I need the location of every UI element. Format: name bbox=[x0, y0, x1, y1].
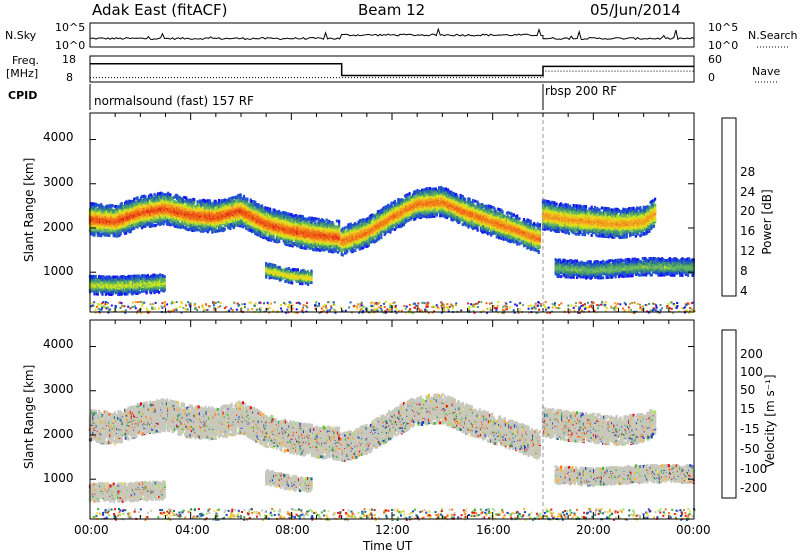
xtick-5: 20:00 bbox=[576, 524, 611, 536]
power-cbar-tick-20: 20 bbox=[740, 205, 755, 217]
power-ytick-2000: 2000 bbox=[43, 221, 74, 233]
date-title: 05/Jun/2014 bbox=[590, 3, 681, 18]
beam-title: Beam 12 bbox=[358, 3, 425, 18]
xtick-2: 08:00 bbox=[275, 524, 310, 536]
vel-ytick-1000: 1000 bbox=[43, 472, 74, 484]
xtick-3: 12:00 bbox=[375, 524, 410, 536]
nsky-tick-lo: 10^0 bbox=[55, 40, 85, 51]
nsearch-tick-lo: 10^0 bbox=[708, 40, 738, 51]
nsky-label: N.Sky bbox=[5, 30, 36, 41]
vel-cbar-tick-m100: -100 bbox=[740, 463, 767, 475]
vel-cbar-tick-100: 100 bbox=[740, 366, 763, 378]
vel-ytick-3000: 3000 bbox=[43, 383, 74, 395]
freq-strip-frame bbox=[89, 55, 695, 83]
nsky-tick-hi: 10^5 bbox=[55, 22, 85, 33]
power-ytick-3000: 3000 bbox=[43, 176, 74, 188]
nave-tick-hi: 60 bbox=[708, 54, 722, 65]
station-title: Adak East (fitACF) bbox=[92, 3, 227, 18]
cpid-label: CPID bbox=[8, 90, 37, 101]
vel-ytick-4000: 4000 bbox=[43, 338, 74, 350]
vel-cbar-tick-m15: -15 bbox=[740, 423, 760, 435]
vel-cbar-tick-m50: -50 bbox=[740, 443, 760, 455]
nave-label: Nave bbox=[752, 66, 780, 77]
vel-cbar-tick-15: 15 bbox=[740, 403, 755, 415]
velocity-colorbar-frame bbox=[721, 329, 737, 499]
power-cbar-tick-28: 28 bbox=[740, 166, 755, 178]
noise-strip-frame bbox=[89, 22, 695, 48]
vel-cbar-tick-m200: -200 bbox=[740, 482, 767, 494]
vel-cbar-tick-50: 50 bbox=[740, 384, 755, 396]
freq-tick-lo: 8 bbox=[66, 72, 73, 83]
nsky-line bbox=[90, 27, 695, 41]
nsearch-tick-hi: 10^5 bbox=[708, 22, 738, 33]
xtick-1: 04:00 bbox=[175, 524, 210, 536]
nsearch-label: N.Search bbox=[748, 30, 798, 41]
xlabel: Time UT bbox=[363, 540, 412, 552]
xtick-4: 16:00 bbox=[476, 524, 511, 536]
mode1-label: normalsound (fast) 157 RF bbox=[94, 95, 254, 107]
freq-label-2: [MHz] bbox=[6, 68, 38, 79]
vel-cbar-tick-200: 200 bbox=[740, 348, 763, 360]
power-cbar-tick-4: 4 bbox=[740, 285, 748, 297]
freq-tick-hi: 18 bbox=[62, 54, 76, 65]
power-cbar-tick-24: 24 bbox=[740, 186, 755, 198]
freq-label-1: Freq. bbox=[12, 55, 39, 66]
mode2-label: rbsp 200 RF bbox=[545, 85, 617, 97]
power-colorbar-frame bbox=[721, 117, 737, 297]
nave-tick-lo: 0 bbox=[708, 72, 715, 83]
power-cbar-tick-16: 16 bbox=[740, 225, 755, 237]
power-ytick-1000: 1000 bbox=[43, 265, 74, 277]
velocity-echo-cells bbox=[88, 392, 696, 521]
xtick-0: 00:00 bbox=[74, 524, 109, 536]
freq-line bbox=[90, 63, 694, 77]
power-cbar-tick-12: 12 bbox=[740, 245, 755, 257]
power-ytick-4000: 4000 bbox=[43, 131, 74, 143]
power-cbar-tick-8: 8 bbox=[740, 265, 748, 277]
xtick-6: 00:00 bbox=[676, 524, 711, 536]
power-echo-cells bbox=[88, 186, 696, 314]
nave-line bbox=[90, 70, 694, 79]
vel-ytick-2000: 2000 bbox=[43, 428, 74, 440]
